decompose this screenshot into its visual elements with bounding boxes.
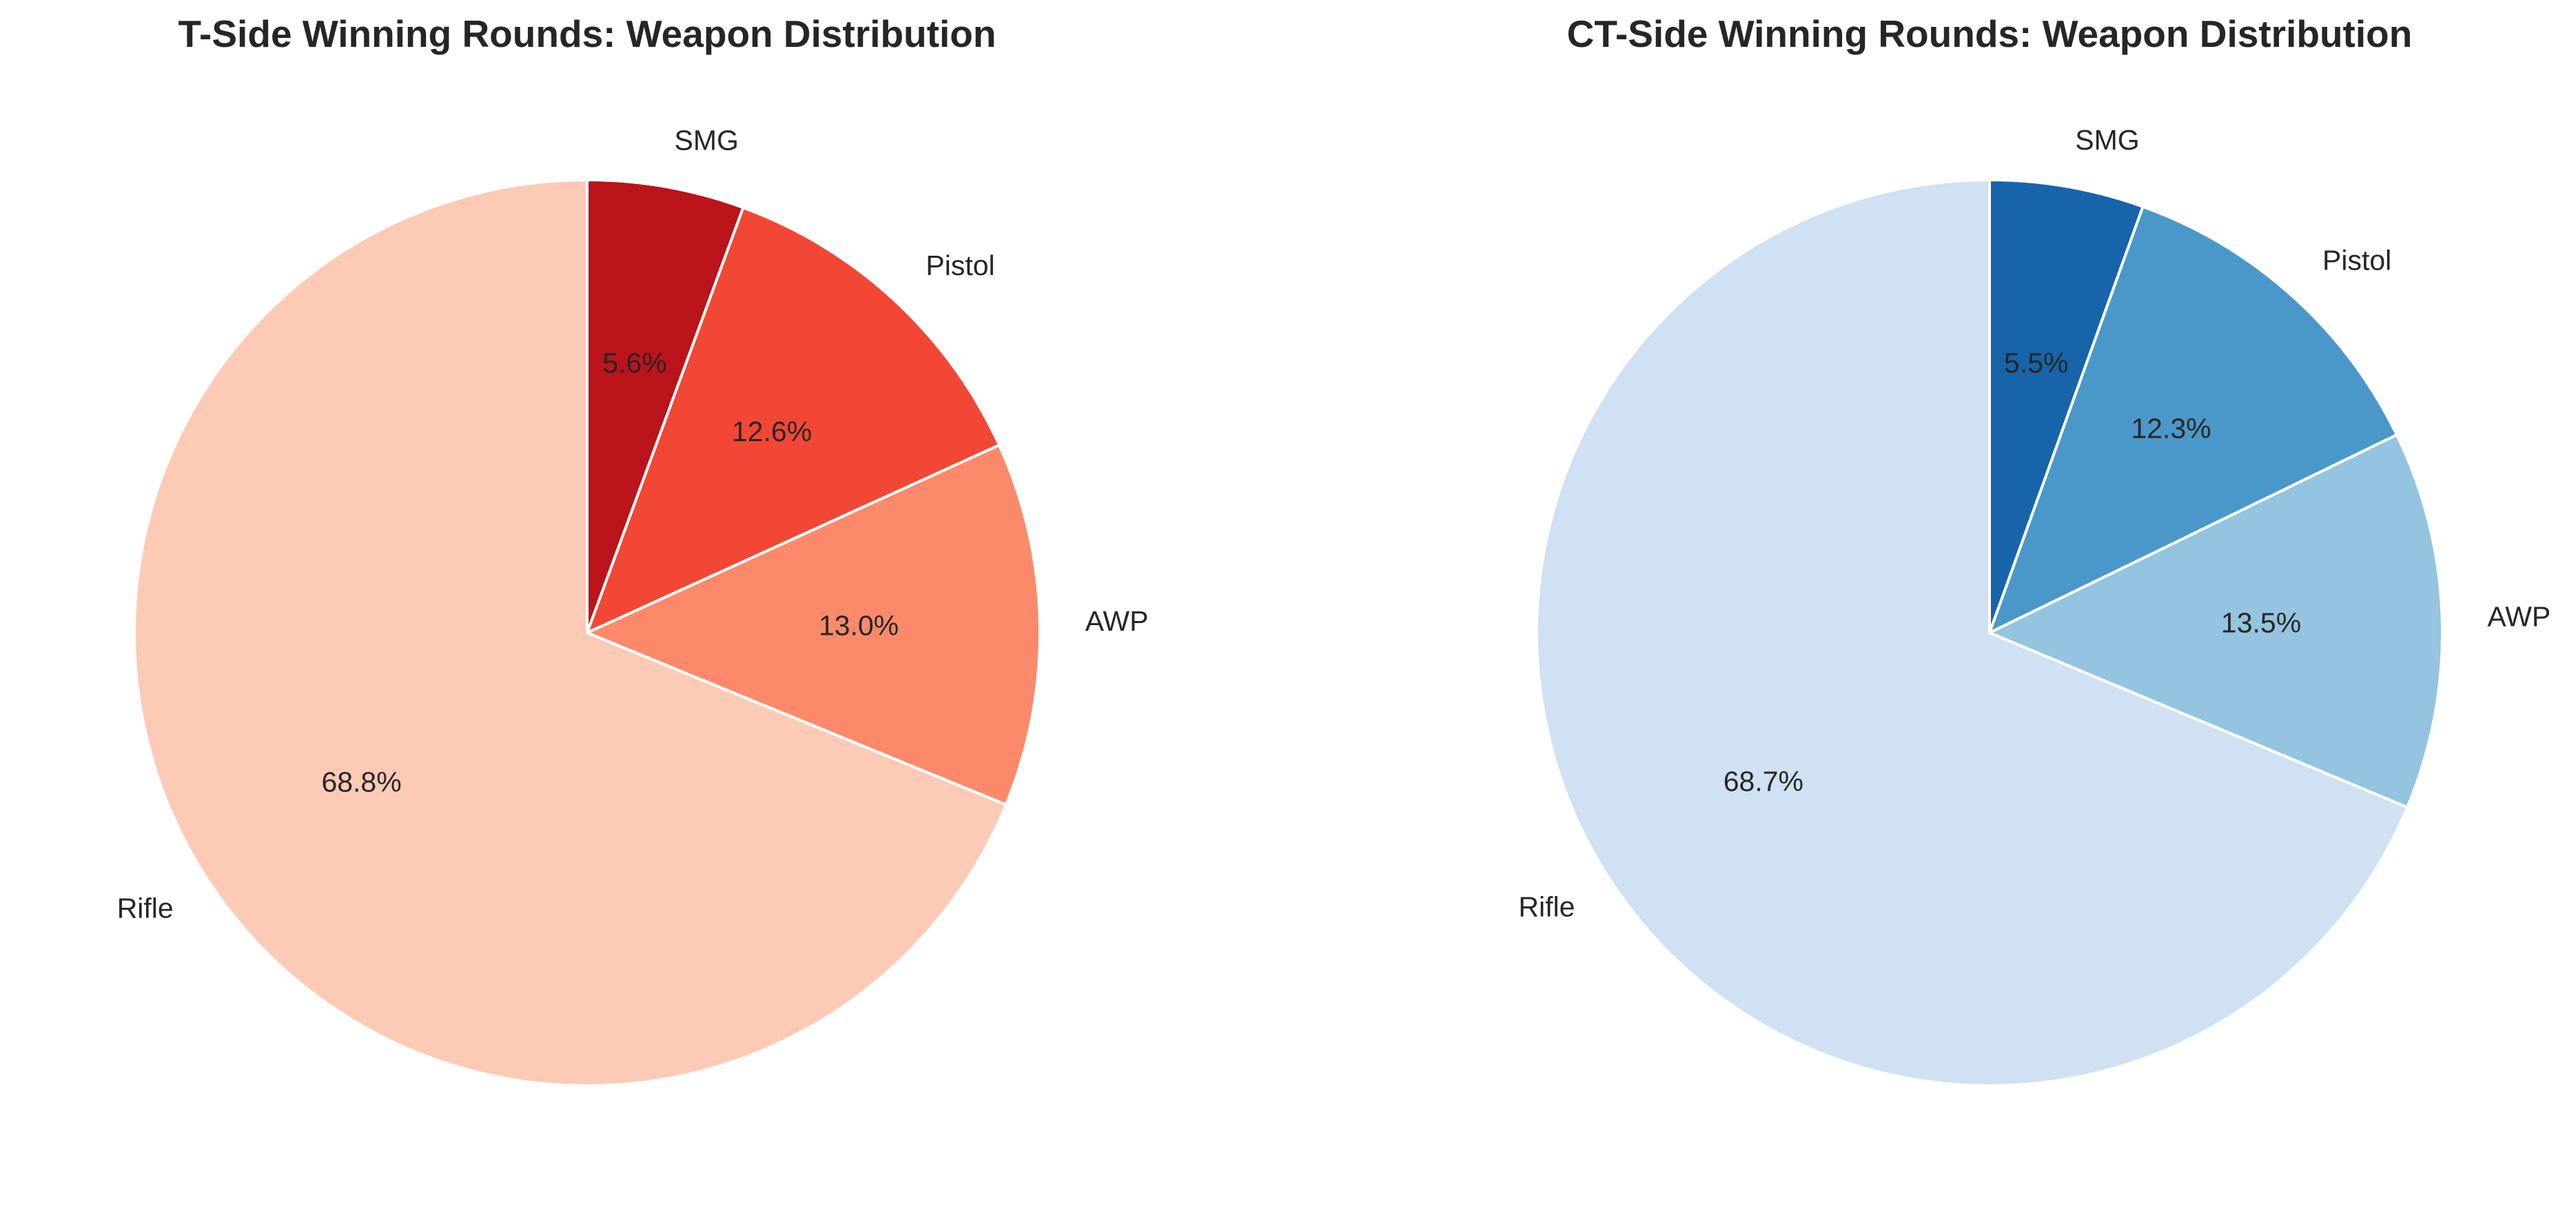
t-side-slice-pistol: [586, 206, 1001, 634]
t-side-slice-smg: [586, 179, 745, 634]
ct-side-pct-rifle: 68.7%: [1724, 765, 1803, 797]
t-side-label-smg: SMG: [674, 124, 738, 156]
t-side-slice-awp: [586, 443, 1041, 806]
ct-side-pct-pistol: 12.3%: [2131, 413, 2211, 445]
ct-side-labels: SMG 5.5% Pistol 12.3% AWP 13.5% Rifle 68.7%: [1518, 124, 2551, 923]
t-side-pct-pistol: 12.6%: [732, 416, 812, 447]
t-side-label-rifle: Rifle: [117, 892, 174, 924]
t-side-pct-awp: 13.0%: [819, 609, 899, 641]
ct-side-label-smg: SMG: [2075, 124, 2139, 156]
ct-side-label-pistol: Pistol: [2322, 244, 2391, 276]
ct-side-slice-smg: [1988, 179, 2145, 634]
t-side-slices: [133, 179, 1041, 1087]
t-side-label-pistol: Pistol: [926, 250, 994, 281]
t-side-pie-chart: T-Side Winning Rounds: Weapon Distributi…: [117, 12, 1149, 1087]
t-side-pct-rifle: 68.8%: [321, 766, 401, 797]
t-side-pct-smg: 5.6%: [602, 347, 666, 379]
ct-side-pct-awp: 13.5%: [2221, 607, 2301, 639]
ct-side-pct-smg: 5.5%: [2004, 347, 2068, 378]
ct-side-slice-pistol: [1988, 205, 2398, 634]
ct-side-slice-rifle: [1535, 179, 2409, 1087]
ct-side-label-rifle: Rifle: [1518, 891, 1575, 922]
t-side-label-awp: AWP: [1085, 605, 1149, 637]
t-side-slice-rifle: [133, 179, 1008, 1087]
ct-side-pie-chart: CT-Side Winning Rounds: Weapon Distribut…: [1518, 12, 2551, 1087]
t-side-labels: SMG 5.6% Pistol 12.6% AWP 13.0% Rifle 68.8%: [117, 124, 1149, 924]
t-side-chart-title: T-Side Winning Rounds: Weapon Distributi…: [178, 12, 996, 55]
ct-side-label-awp: AWP: [2487, 600, 2551, 632]
ct-side-chart-title: CT-Side Winning Rounds: Weapon Distribut…: [1567, 12, 2413, 55]
ct-side-slice-awp: [1988, 433, 2444, 809]
ct-side-slices: [1535, 179, 2444, 1087]
